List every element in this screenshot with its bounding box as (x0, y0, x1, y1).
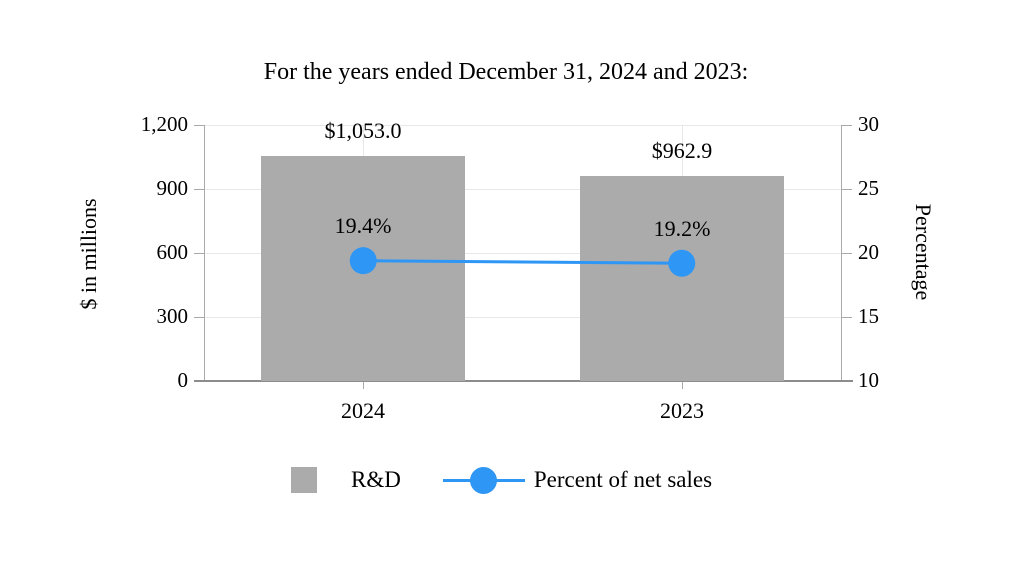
chart-title: For the years ended December 31, 2024 an… (263, 59, 749, 85)
left-axis-tick (194, 317, 204, 318)
right-axis-tick (841, 253, 852, 254)
legend-line-dot (469, 467, 497, 494)
x-category-label: 2024 (341, 398, 385, 423)
right-axis-tick-label: 30 (858, 112, 879, 136)
legend-line-marker-icon (442, 464, 525, 496)
legend: R&D Percent of net sales (291, 464, 712, 496)
x-category-label: 2023 (660, 398, 704, 423)
h-gridline (204, 189, 841, 190)
bar-value-label: $1,053.0 (324, 118, 402, 143)
left-axis-tick-label: 900 (156, 176, 189, 200)
x-axis-tick (682, 381, 683, 389)
right-axis-tick-label: 10 (858, 368, 879, 392)
legend-swatch-rd (291, 467, 317, 493)
left-axis-tick-label: 1,200 (140, 112, 188, 136)
legend-label-percent: Percent of net sales (533, 467, 713, 492)
left-axis-tick (194, 189, 204, 190)
left-axis-tick-label: 0 (177, 368, 189, 392)
left-axis-tick (194, 253, 204, 254)
bar-rd (580, 176, 784, 381)
h-gridline (204, 317, 841, 318)
right-axis-tick (841, 189, 852, 190)
x-axis-baseline (194, 380, 853, 382)
legend-label-rd: R&D (351, 467, 401, 492)
h-gridline (204, 125, 841, 126)
left-axis-title: $ in millions (76, 198, 101, 310)
right-axis-tick (841, 125, 852, 126)
bar-value-label: $962.9 (651, 138, 713, 163)
right-axis-tick-label: 15 (858, 304, 879, 328)
h-gridline (204, 253, 841, 254)
right-axis-title: Percentage (911, 203, 936, 301)
right-axis-tick (841, 317, 852, 318)
left-axis-tick (194, 125, 204, 126)
bar-rd (261, 156, 465, 381)
left-axis-tick-label: 600 (156, 240, 189, 264)
x-axis-tick (363, 381, 364, 389)
left-axis-line (204, 125, 205, 381)
right-axis-tick-label: 25 (858, 176, 879, 200)
percent-value-label: 19.2% (653, 216, 711, 241)
right-axis-tick-label: 20 (858, 240, 879, 264)
left-axis-tick-label: 300 (156, 304, 189, 328)
percent-value-label: 19.4% (334, 213, 392, 238)
